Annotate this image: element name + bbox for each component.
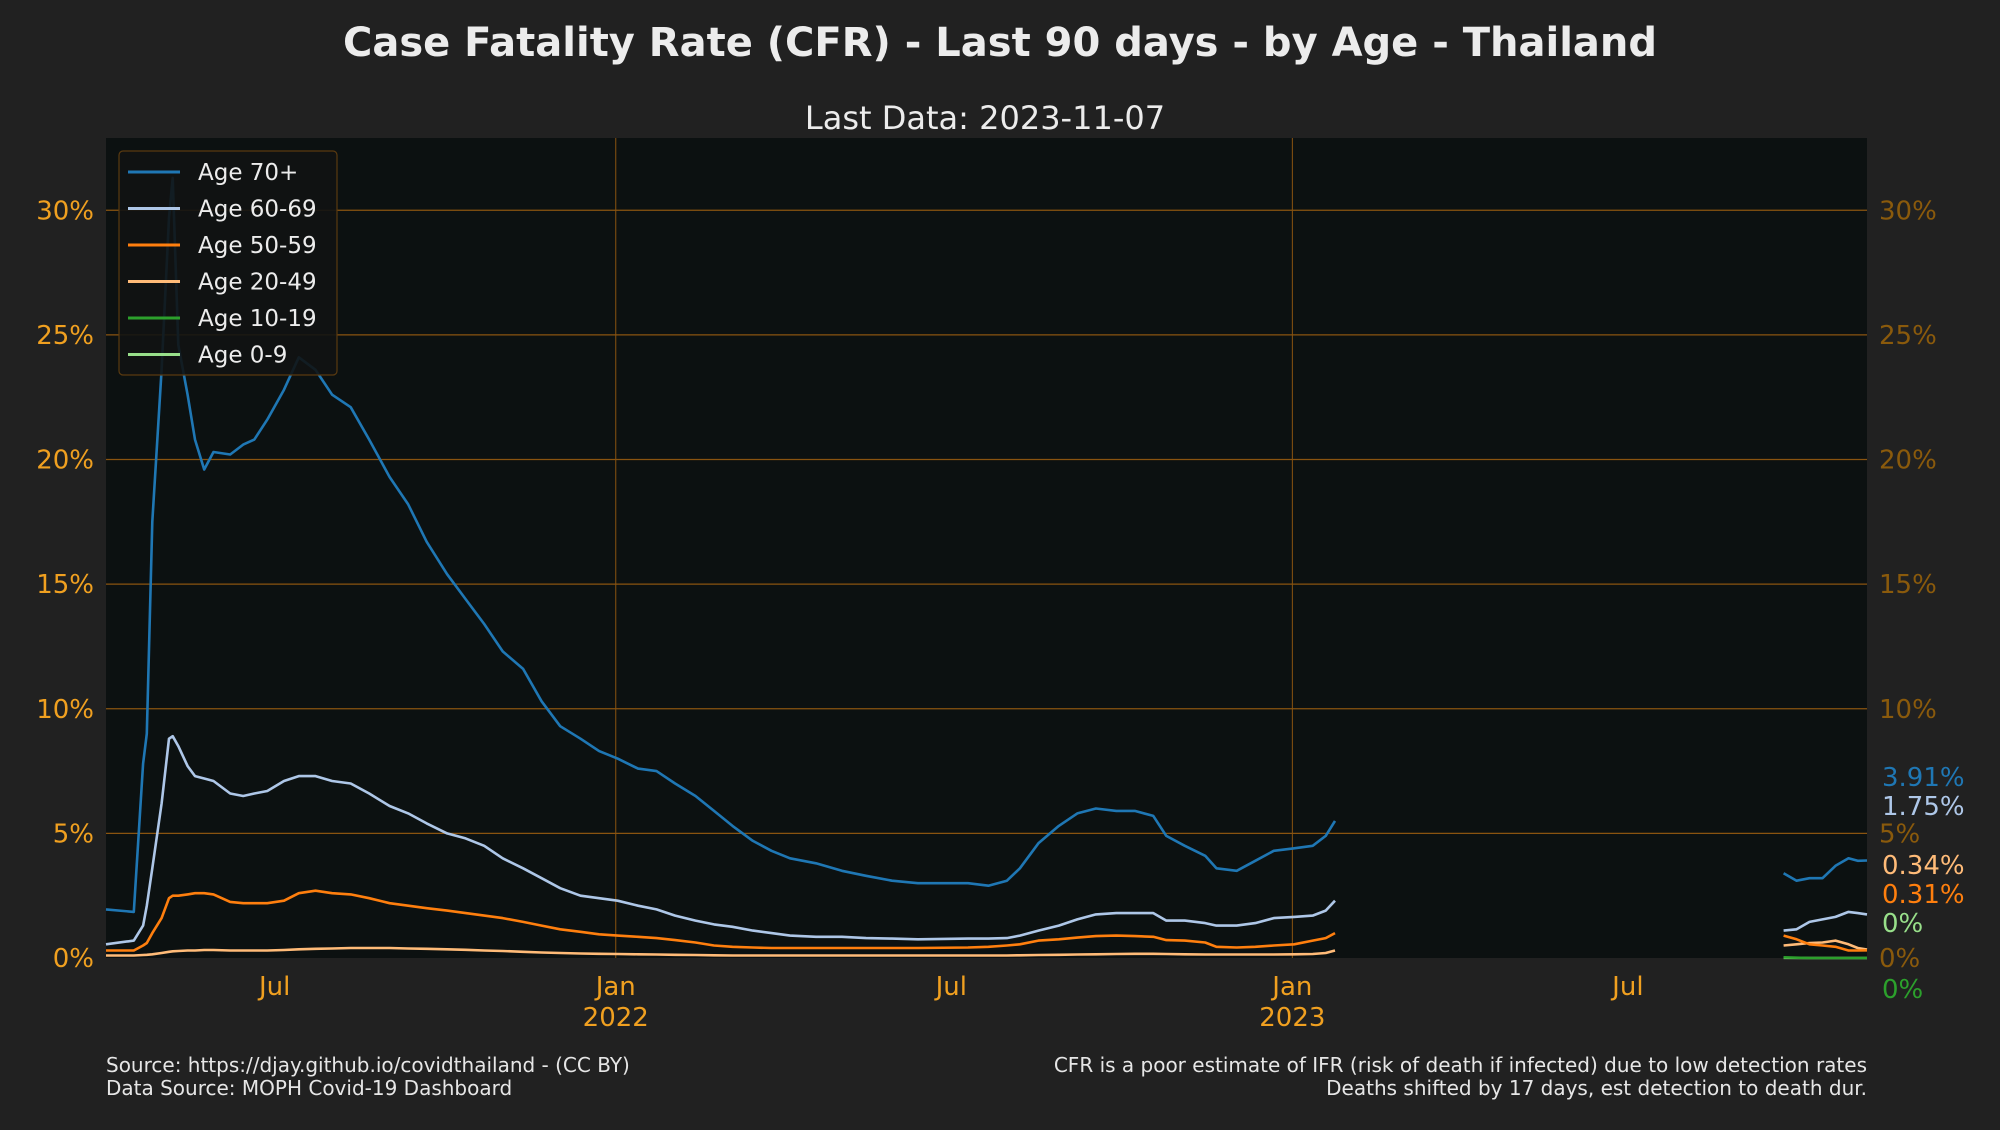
y-tick-label: 5% <box>53 819 94 849</box>
right-y-tick-label: 5% <box>1879 819 1920 849</box>
last-value-label: 0% <box>1882 975 1923 1005</box>
last-value-label: 0.31% <box>1882 880 1965 910</box>
chart-subtitle: Last Data: 2023-11-07 <box>805 99 1165 137</box>
legend-label: Age 60-69 <box>198 197 317 223</box>
x-tick-label: Jan <box>594 972 636 1002</box>
right-y-tick-label: 25% <box>1879 321 1937 351</box>
y-tick-label: 0% <box>53 944 94 974</box>
legend: Age 70+ Age 60-69 Age 50-59 Age 20-49 Age 10… <box>118 150 338 376</box>
y-axis-left: 0% 5% 10% 15% 20% 25% 30% <box>36 196 94 974</box>
right-y-tick-label: 0% <box>1879 944 1920 974</box>
series-lines <box>105 176 1868 960</box>
footer-data-source: Data Source: MOPH Covid-19 Dashboard <box>106 1076 512 1100</box>
footer-shift-note: Deaths shifted by 17 days, est detection… <box>1326 1076 1867 1100</box>
legend-label: Age 50-59 <box>198 233 317 259</box>
gridlines <box>106 138 1867 958</box>
x-tick-year: 2023 <box>1259 1003 1325 1033</box>
x-tick-label: Jan <box>1270 972 1312 1002</box>
y-axis-right: 0% 5% 10% 15% 20% 25% 30% <box>1879 196 1937 974</box>
x-tick-label: Jul <box>1610 972 1643 1002</box>
y-tick-label: 15% <box>36 570 94 600</box>
x-tick-label: Jul <box>934 972 967 1002</box>
right-y-tick-label: 30% <box>1879 196 1937 226</box>
last-value-label: 0% <box>1882 909 1923 939</box>
legend-label: Age 20-49 <box>198 270 317 296</box>
legend-label: Age 0-9 <box>198 343 287 369</box>
right-y-tick-label: 10% <box>1879 695 1937 725</box>
last-value-labels: 3.91%1.75%0.31%0.34%0%0% <box>1882 763 1965 1005</box>
x-tick-label: Jul <box>257 972 290 1002</box>
footer-source: Source: https://djay.github.io/covidthai… <box>106 1053 630 1077</box>
last-value-label: 3.91% <box>1882 763 1965 793</box>
y-tick-label: 20% <box>36 446 94 476</box>
series-line-age-60-69 <box>105 734 1868 946</box>
series-line-age-70- <box>105 176 1868 914</box>
y-tick-label: 30% <box>36 196 94 226</box>
legend-label: Age 70+ <box>198 160 298 186</box>
series-line-age-50-59 <box>106 889 1868 952</box>
last-value-label: 1.75% <box>1882 792 1965 822</box>
footer-note: CFR is a poor estimate of IFR (risk of d… <box>1054 1053 1867 1077</box>
plot-area <box>106 138 1867 958</box>
series-line-age-20-49 <box>106 939 1868 957</box>
y-tick-label: 25% <box>36 321 94 351</box>
series-line-age-10-19 <box>1783 956 1867 960</box>
right-y-tick-label: 20% <box>1879 446 1937 476</box>
last-value-label: 0.34% <box>1882 851 1965 881</box>
y-tick-label: 10% <box>36 695 94 725</box>
chart-title: Case Fatality Rate (CFR) - Last 90 days … <box>343 20 1657 66</box>
x-tick-year: 2022 <box>583 1003 649 1033</box>
right-y-tick-label: 15% <box>1879 570 1937 600</box>
legend-label: Age 10-19 <box>198 306 317 332</box>
